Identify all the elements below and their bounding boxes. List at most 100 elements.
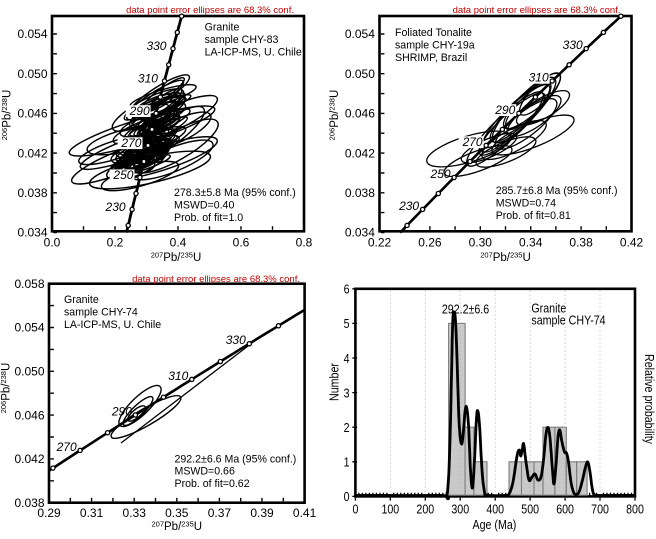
svg-text:100: 100 (381, 501, 399, 516)
svg-text:270: 270 (462, 135, 483, 149)
svg-text:285.7±6.8 Ma (95% conf.): 285.7±6.8 Ma (95% conf.) (496, 185, 618, 197)
svg-text:0.054: 0.054 (17, 27, 47, 41)
svg-text:Prob. of fit=1.0: Prob. of fit=1.0 (174, 212, 243, 224)
svg-text:sample CHY-19a: sample CHY-19a (395, 40, 475, 52)
svg-text:290: 290 (129, 104, 150, 118)
svg-text:4: 4 (344, 351, 350, 366)
svg-text:0.31: 0.31 (80, 506, 104, 520)
svg-text:2: 2 (344, 420, 350, 435)
svg-text:270: 270 (120, 136, 141, 150)
svg-text:0.054: 0.054 (14, 321, 44, 335)
svg-text:0.42: 0.42 (620, 236, 644, 250)
svg-text:0.8: 0.8 (296, 236, 313, 250)
svg-text:0.050: 0.050 (17, 67, 47, 81)
svg-text:data point error ellipses are: data point error ellipses are 68.3% conf… (132, 274, 300, 285)
svg-text:0.046: 0.046 (345, 107, 375, 121)
svg-text:0.41: 0.41 (293, 506, 317, 520)
svg-text:207Pb/235U: 207Pb/235U (151, 251, 202, 265)
svg-text:310: 310 (138, 72, 158, 86)
svg-text:Foliated Tonalite: Foliated Tonalite (395, 27, 472, 39)
svg-text:0.042: 0.042 (345, 146, 375, 160)
svg-text:0.39: 0.39 (250, 506, 274, 520)
svg-text:207Pb/235U: 207Pb/235U (151, 520, 202, 534)
svg-text:0.042: 0.042 (17, 146, 47, 160)
svg-text:330: 330 (146, 39, 166, 53)
svg-text:0.034: 0.034 (345, 226, 375, 240)
svg-text:800: 800 (626, 501, 644, 516)
svg-text:206Pb/238U: 206Pb/238U (328, 90, 342, 141)
svg-text:250: 250 (112, 168, 133, 182)
svg-text:330: 330 (563, 38, 583, 52)
svg-text:290: 290 (111, 404, 132, 418)
svg-text:0.054: 0.054 (345, 27, 375, 41)
svg-text:0.38: 0.38 (569, 236, 593, 250)
svg-text:0.33: 0.33 (123, 506, 147, 520)
svg-text:Granite: Granite (64, 294, 99, 306)
svg-text:0.0: 0.0 (44, 236, 61, 250)
svg-text:270: 270 (56, 440, 77, 454)
svg-text:0.038: 0.038 (345, 186, 375, 200)
svg-text:0: 0 (352, 501, 358, 516)
svg-text:278.3±5.8 Ma (95% conf.): 278.3±5.8 Ma (95% conf.) (174, 187, 296, 199)
svg-text:200: 200 (416, 501, 434, 516)
svg-text:206Pb/238U: 206Pb/238U (0, 90, 14, 141)
svg-text:Prob. of fit=0.62: Prob. of fit=0.62 (175, 478, 250, 490)
svg-text:data point error ellipses are: data point error ellipses are 68.3% conf… (126, 5, 294, 16)
svg-text:0.22: 0.22 (368, 236, 392, 250)
svg-text:0.050: 0.050 (345, 67, 375, 81)
svg-text:0.038: 0.038 (17, 186, 47, 200)
svg-text:0.042: 0.042 (14, 452, 44, 466)
svg-text:310: 310 (168, 369, 188, 383)
svg-text:1: 1 (344, 455, 350, 470)
svg-text:MSWD=0.74: MSWD=0.74 (496, 198, 556, 210)
svg-text:310: 310 (529, 71, 549, 85)
svg-text:0.29: 0.29 (37, 506, 61, 520)
svg-text:400: 400 (486, 501, 504, 516)
svg-text:0.37: 0.37 (208, 506, 232, 520)
svg-text:sample CHY-74: sample CHY-74 (64, 307, 138, 319)
svg-text:sample CHY-83: sample CHY-83 (205, 34, 279, 46)
svg-text:230: 230 (105, 200, 126, 214)
svg-text:MSWD=0.66: MSWD=0.66 (175, 466, 235, 478)
svg-text:0.26: 0.26 (418, 236, 442, 250)
svg-text:250: 250 (430, 167, 451, 181)
svg-text:Granite: Granite (531, 300, 566, 315)
svg-text:0.30: 0.30 (469, 236, 493, 250)
svg-text:MSWD=0.40: MSWD=0.40 (174, 200, 234, 212)
svg-text:0.35: 0.35 (165, 506, 189, 520)
svg-text:700: 700 (591, 501, 609, 516)
svg-text:Age (Ma): Age (Ma) (473, 517, 517, 532)
svg-text:500: 500 (521, 501, 539, 516)
svg-text:Relative probability: Relative probability (642, 354, 656, 444)
svg-text:0.034: 0.034 (17, 226, 47, 240)
svg-text:0.2: 0.2 (107, 236, 124, 250)
svg-text:292.2±6.6 Ma (95% conf.): 292.2±6.6 Ma (95% conf.) (175, 454, 297, 466)
svg-text:292.2±6.6: 292.2±6.6 (442, 301, 490, 316)
svg-text:0.4: 0.4 (170, 236, 187, 250)
svg-text:LA-ICP-MS, U. Chile: LA-ICP-MS, U. Chile (205, 47, 302, 59)
svg-text:Prob. of fit=0.81: Prob. of fit=0.81 (496, 210, 571, 222)
svg-text:Number: Number (326, 363, 341, 401)
svg-text:sample CHY-74: sample CHY-74 (531, 313, 606, 328)
svg-text:0: 0 (344, 489, 350, 504)
svg-text:Granite: Granite (205, 22, 240, 34)
svg-text:300: 300 (451, 501, 469, 516)
svg-text:207Pb/235U: 207Pb/235U (480, 251, 531, 265)
svg-text:0.046: 0.046 (14, 408, 44, 422)
svg-text:5: 5 (344, 316, 350, 331)
svg-text:SHRIMP, Brazil: SHRIMP, Brazil (395, 52, 467, 64)
svg-text:0.34: 0.34 (519, 236, 543, 250)
svg-text:330: 330 (226, 333, 246, 347)
svg-text:6: 6 (344, 282, 350, 297)
svg-text:230: 230 (398, 199, 419, 213)
svg-text:0.6: 0.6 (233, 236, 250, 250)
svg-text:0.050: 0.050 (14, 365, 44, 379)
svg-text:206Pb/238U: 206Pb/238U (0, 363, 13, 414)
svg-text:0.046: 0.046 (17, 107, 47, 121)
svg-text:LA-ICP-MS, U. Chile: LA-ICP-MS, U. Chile (64, 319, 161, 331)
svg-text:0.058: 0.058 (14, 277, 44, 291)
svg-text:3: 3 (344, 385, 350, 400)
svg-text:290: 290 (494, 103, 515, 117)
svg-text:0.038: 0.038 (14, 496, 44, 510)
svg-text:600: 600 (556, 501, 574, 516)
